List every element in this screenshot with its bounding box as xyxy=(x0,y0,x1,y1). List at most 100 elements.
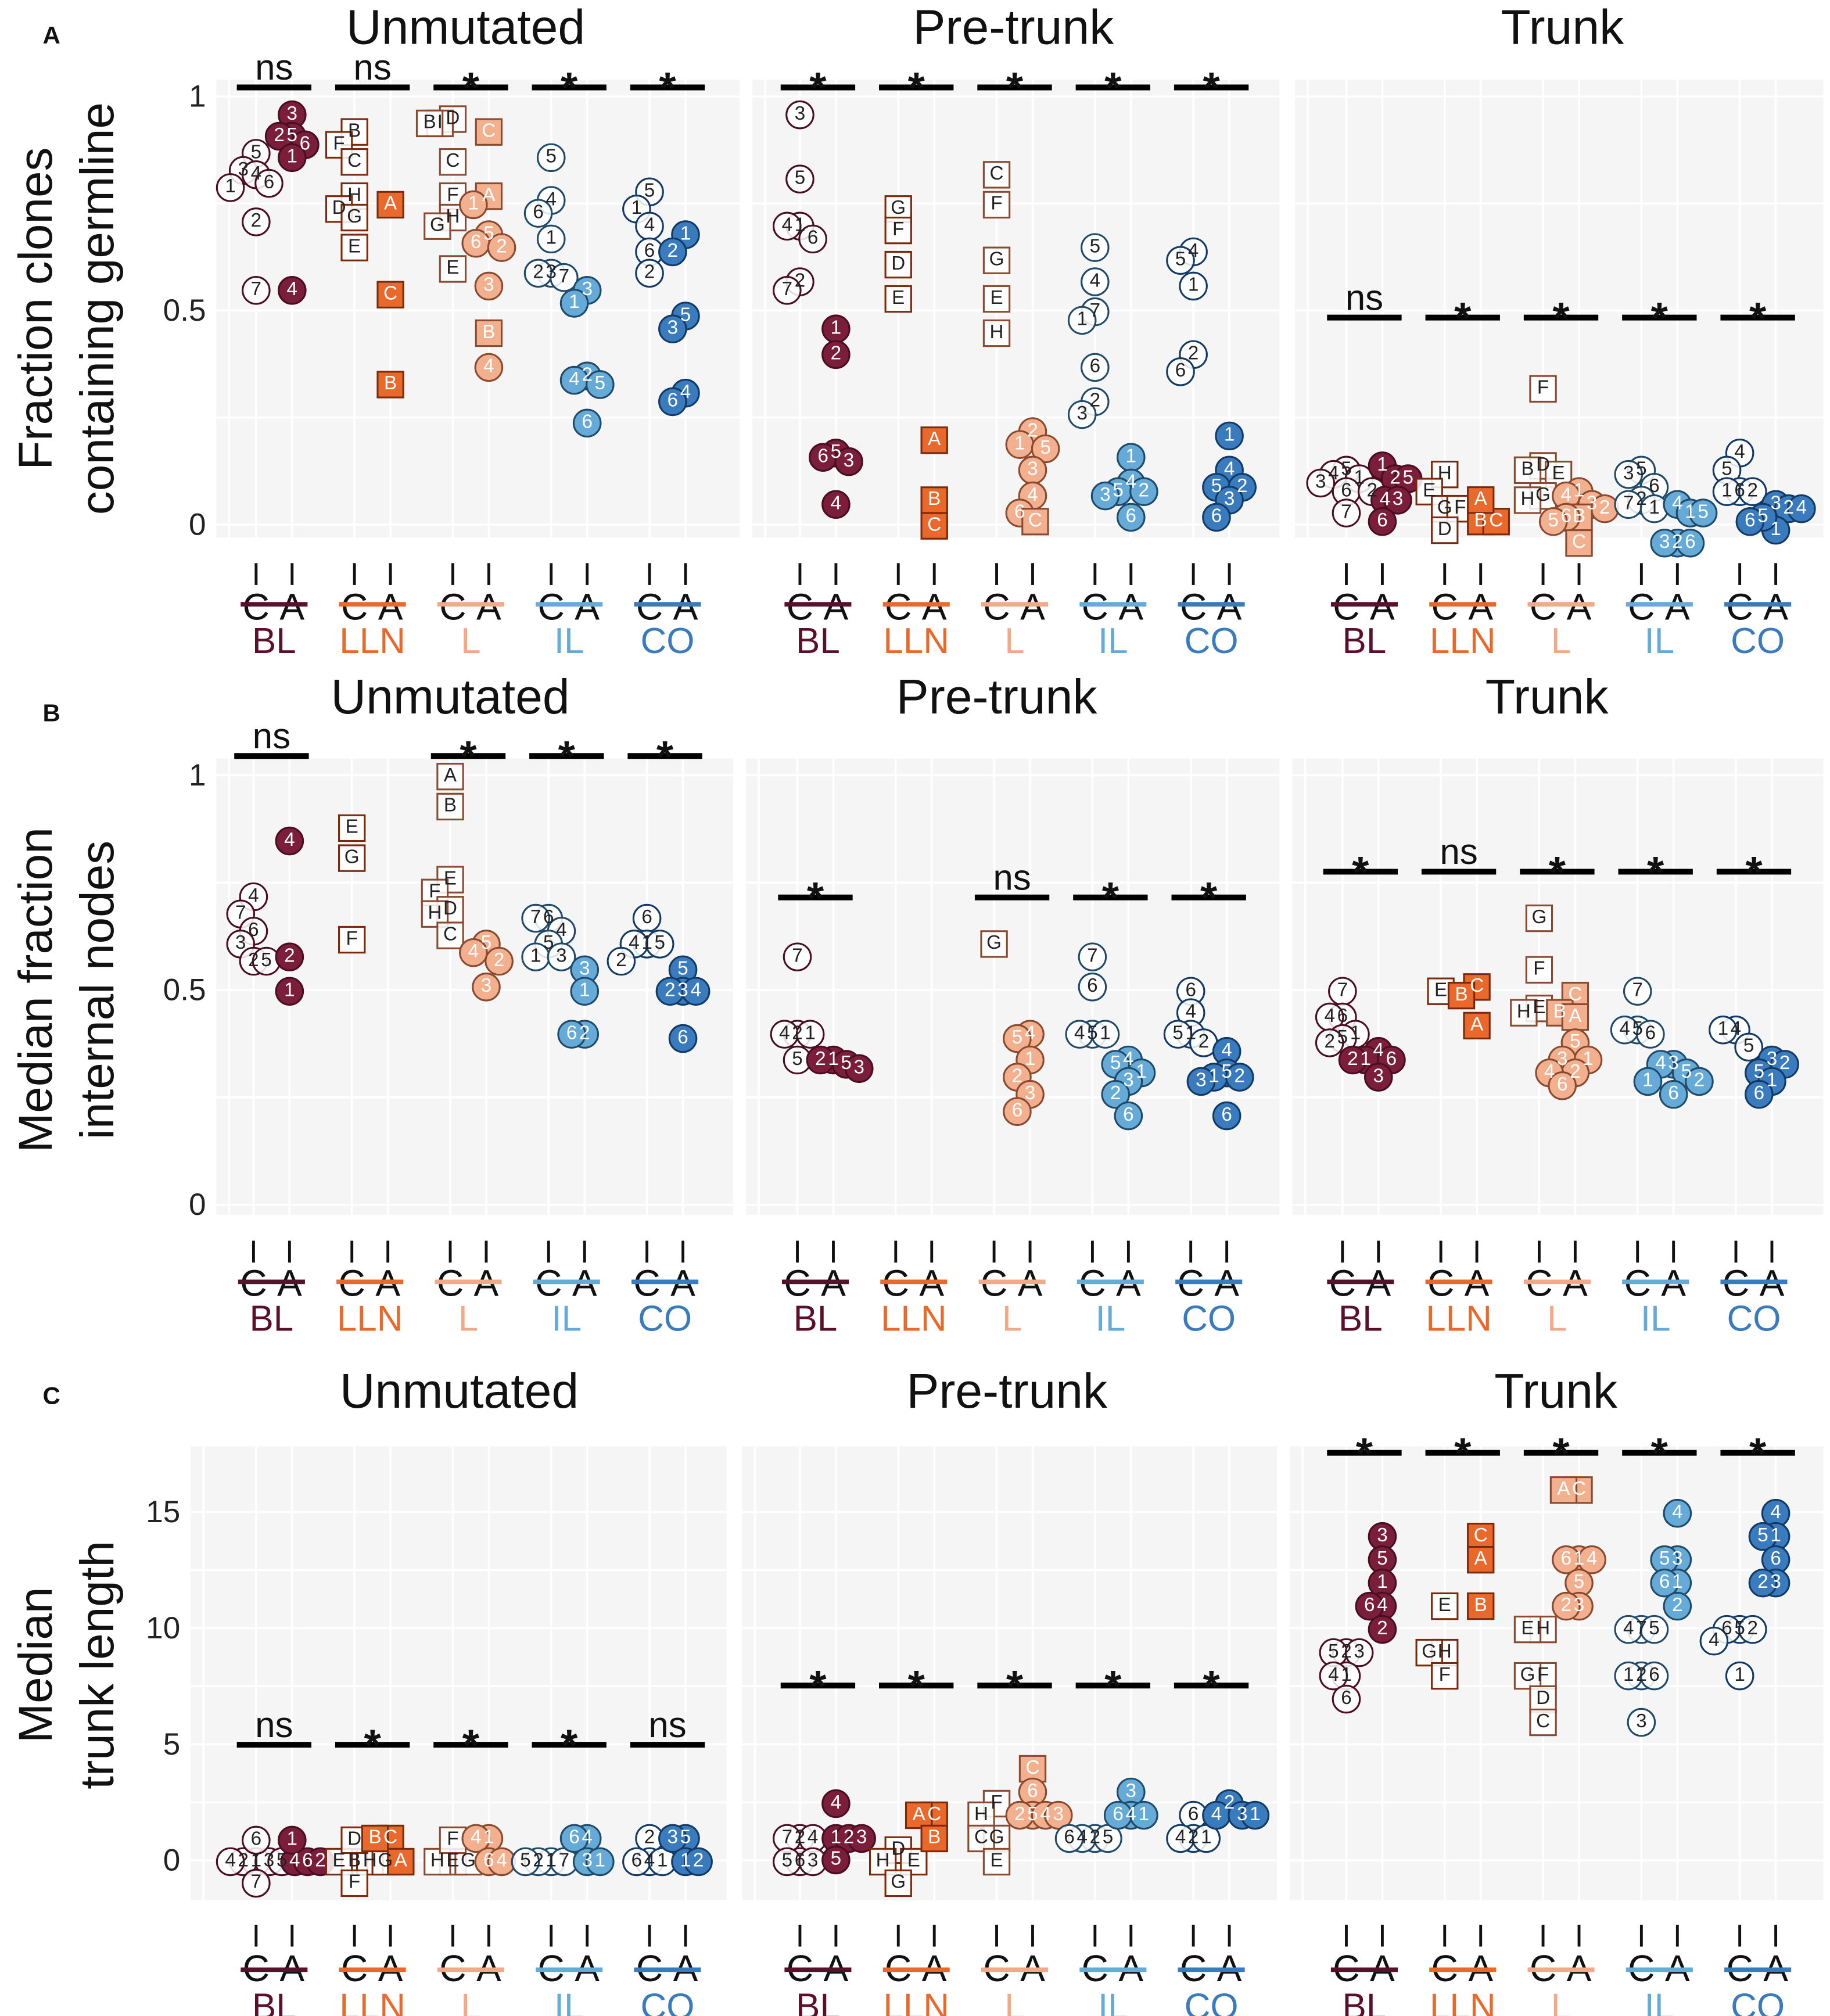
point-label: 5 xyxy=(1211,475,1222,497)
point-label: 5 xyxy=(1632,1018,1642,1039)
point-label: 5 xyxy=(1341,458,1351,480)
point-marker-circle xyxy=(1538,507,1568,536)
point-label: D xyxy=(891,1838,905,1860)
point-label: 2 xyxy=(1224,1792,1235,1813)
point-label: G xyxy=(1535,484,1551,505)
point-label: 4 xyxy=(1074,1022,1085,1043)
point-label: 3 xyxy=(1196,1070,1206,1091)
point-label: E xyxy=(1423,479,1436,501)
point-marker-square xyxy=(884,1869,912,1897)
significance-label: * xyxy=(1651,293,1668,342)
point-marker-circle xyxy=(586,370,615,399)
point-label: 1 xyxy=(1014,432,1025,454)
significance-label: * xyxy=(561,1721,578,1770)
point-marker-circle xyxy=(557,1020,586,1049)
point-marker-circle xyxy=(1054,1824,1084,1853)
point-label: 1 xyxy=(1100,1022,1110,1043)
point-label: 6 xyxy=(1126,505,1136,527)
point-marker-square xyxy=(1431,516,1459,544)
point-label: 5 xyxy=(1743,1035,1754,1057)
point-label: 1 xyxy=(1718,1018,1728,1039)
point-label: 6 xyxy=(471,231,481,253)
panel-title: Trunk xyxy=(1494,1364,1618,1418)
point-label: 4 xyxy=(468,941,479,962)
point-label: H xyxy=(347,184,361,206)
group-lln: CA LLN * xyxy=(335,1721,410,2016)
point-label: 4 xyxy=(1380,488,1390,510)
point-label: E xyxy=(892,287,905,309)
point-label: 1 xyxy=(530,945,541,966)
tissue-label: IL xyxy=(1644,1986,1674,2016)
point-label: 5 xyxy=(261,949,271,971)
point-label: 2 xyxy=(815,1048,826,1070)
point-marker-circle xyxy=(536,143,566,173)
row-a: A Fraction clones containing germline 0 0.5 1… xyxy=(9,0,1824,661)
point-label: 1 xyxy=(569,291,579,313)
point-label: 5 xyxy=(1649,1617,1659,1639)
panel-title: Trunk xyxy=(1501,0,1624,54)
point-label: G xyxy=(1532,906,1547,928)
point-label: H xyxy=(876,1850,890,1871)
point-label: 5 xyxy=(1328,1641,1339,1662)
point-marker-square xyxy=(982,1848,1011,1876)
point-marker-square xyxy=(340,148,368,176)
point-label: 1 xyxy=(579,980,590,1001)
point-label: 3 xyxy=(1377,1524,1387,1546)
point-label: 1 xyxy=(631,197,642,218)
point-label: 2 xyxy=(1324,1031,1334,1052)
point-label: 1 xyxy=(1360,1048,1370,1070)
point-marker-circle xyxy=(474,271,504,301)
point-marker-circle xyxy=(785,100,814,130)
point-label: 6 xyxy=(1087,975,1097,996)
point-marker-circle xyxy=(1614,460,1644,489)
point-label: B xyxy=(348,1850,361,1871)
point-label: 5 xyxy=(644,180,655,202)
point-label: 3 xyxy=(1659,531,1670,553)
tissue-label: CO xyxy=(1185,621,1239,661)
point-marker-square xyxy=(338,814,366,842)
point-label: 4 xyxy=(782,214,792,236)
point-label: 7 xyxy=(1636,1617,1646,1639)
point-marker-circle xyxy=(1078,942,1107,971)
point-label: 6 xyxy=(1685,531,1695,553)
point-label: 4 xyxy=(284,829,295,851)
point-marker-circle xyxy=(1355,1591,1384,1621)
point-label: 4 xyxy=(289,1850,300,1871)
point-marker-circle xyxy=(550,263,579,292)
point-marker-square xyxy=(1431,1662,1459,1690)
point-label: A xyxy=(1474,1548,1488,1569)
tissue-label: CO xyxy=(641,621,695,661)
point-label: 7 xyxy=(251,278,261,300)
point-label: 5 xyxy=(1103,1827,1113,1848)
point-marker-square xyxy=(439,148,467,176)
point-marker-circle xyxy=(1114,1101,1143,1131)
point-marker-circle xyxy=(1031,434,1060,464)
tissue-label: LLN xyxy=(1430,1986,1496,2016)
point-label: 5 xyxy=(1698,501,1708,522)
significance-label: ns xyxy=(253,716,290,756)
point-label: 4 xyxy=(1373,1039,1384,1061)
point-marker-circle xyxy=(242,276,271,305)
point-label: C xyxy=(927,1803,941,1825)
point-label: 1 xyxy=(225,175,235,197)
point-marker-square xyxy=(1021,508,1049,536)
tissue-label: BL xyxy=(794,1298,838,1339)
point-label: 3 xyxy=(287,103,297,124)
point-label: G xyxy=(378,1850,393,1871)
point-marker-square xyxy=(1565,529,1593,557)
point-label: 4 xyxy=(556,919,566,941)
point-label: 3 xyxy=(546,261,556,283)
point-label: 3 xyxy=(1077,403,1087,424)
point-label: 6 xyxy=(1754,1082,1764,1104)
tissue-label: BL xyxy=(796,1986,840,2016)
point-label: 3 xyxy=(1315,471,1326,493)
point-label: 2 xyxy=(284,945,295,966)
significance-label: * xyxy=(1651,1429,1668,1477)
point-label: 1 xyxy=(657,1850,668,1871)
point-label: 6 xyxy=(808,227,818,249)
point-marker-square xyxy=(982,285,1011,313)
